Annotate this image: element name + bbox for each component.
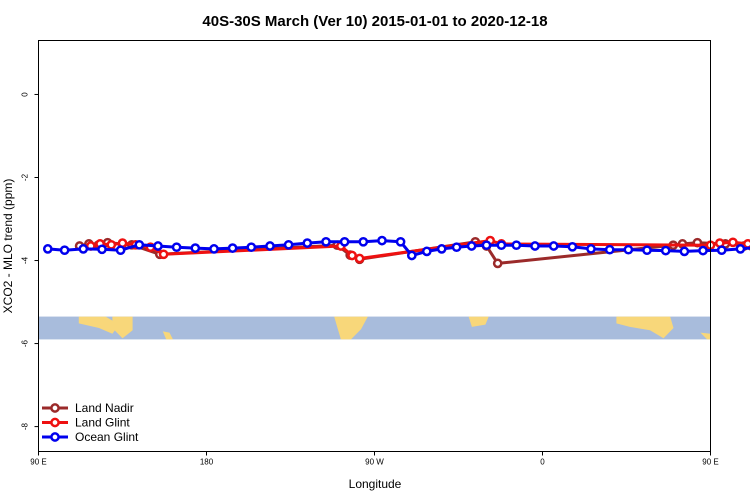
ocean-glint-point <box>436 244 447 254</box>
ocean-glint-point <box>451 242 462 253</box>
ocean-glint-point <box>171 242 182 253</box>
ocean-glint-point <box>265 241 275 251</box>
ocean-glint-point <box>190 243 201 253</box>
x-tick-label: 90 W <box>365 458 384 467</box>
legend-label: Land Nadir <box>75 401 134 415</box>
series-ocean-glint <box>42 235 750 261</box>
ocean-glint-point <box>339 236 350 247</box>
land-glint-point <box>742 239 750 249</box>
land-glint-point <box>354 253 365 264</box>
legend-item-land-nadir: Land Nadir <box>42 401 134 415</box>
map-land <box>700 332 711 340</box>
y-axis-label: XCO2 - MLO trend (ppm) <box>1 179 15 314</box>
ocean-glint-point <box>496 240 507 251</box>
land-nadir-point <box>492 258 503 269</box>
y-tick-label: -2 <box>21 173 30 181</box>
ocean-glint-point <box>623 244 634 255</box>
ocean-glint-point <box>567 241 578 252</box>
x-tick-label: 180 <box>200 458 214 467</box>
ocean-glint-point <box>642 245 652 256</box>
legend-item-land-glint: Land Glint <box>42 416 130 430</box>
map-land <box>162 331 173 340</box>
ocean-glint-point <box>42 244 53 254</box>
ocean-glint-point <box>481 240 492 251</box>
ocean-glint-point <box>358 236 369 247</box>
ocean-glint-point <box>209 244 219 254</box>
legend-swatch-marker <box>50 417 60 428</box>
ocean-glint-point <box>395 236 406 247</box>
plot-frame <box>38 40 711 452</box>
ocean-glint-point <box>246 242 257 253</box>
ocean-glint-point <box>153 241 163 251</box>
ocean-glint-point <box>302 238 313 248</box>
map-land <box>112 316 133 339</box>
ocean-glint-point <box>735 244 746 254</box>
ocean-glint-point <box>586 244 596 254</box>
ocean-glint-point <box>59 245 70 256</box>
y-tick-label: 0 <box>21 92 30 97</box>
ocean-glint-point <box>78 244 89 254</box>
land-glint-point <box>106 239 117 250</box>
legend-label: Land Glint <box>75 416 130 430</box>
ocean-glint-point <box>679 246 690 257</box>
x-axis-label: Longitude <box>349 477 402 491</box>
ocean-glint-point <box>406 250 417 261</box>
x-axis: 90 E 180 90 W 0 90 E <box>30 451 719 467</box>
land-glint-point <box>158 249 169 260</box>
chart-title: 40S-30S March (Ver 10) 2015-01-01 to 202… <box>202 13 547 30</box>
x-tick-label: 0 <box>540 458 545 467</box>
ocean-glint-point <box>134 239 145 250</box>
ocean-glint-point <box>97 244 107 255</box>
map-land <box>616 316 674 339</box>
y-tick-label: -8 <box>21 422 30 430</box>
ocean-glint-point <box>115 245 126 256</box>
land-glint-point <box>347 250 357 261</box>
ocean-glint-point <box>227 243 238 253</box>
ocean-glint-point <box>511 240 522 251</box>
ocean-glint-point <box>530 241 540 251</box>
legend-swatch-marker <box>50 432 60 442</box>
map-ocean <box>38 316 711 340</box>
ocean-glint-point <box>421 246 432 257</box>
map-land <box>334 316 368 340</box>
map-land <box>468 316 489 327</box>
ocean-glint-point <box>466 241 477 251</box>
ocean-glint-point <box>321 236 331 247</box>
ocean-glint-point <box>604 244 615 255</box>
x-tick-label: 90 E <box>30 458 46 467</box>
land-glint-point <box>728 237 738 248</box>
ocean-glint-point <box>377 235 387 246</box>
series-layer <box>42 235 750 269</box>
ocean-glint-point <box>283 239 294 250</box>
x-tick-label: 90 E <box>702 458 718 467</box>
map-strip <box>38 316 711 340</box>
ocean-glint-point <box>698 245 708 256</box>
legend-label: Ocean Glint <box>75 430 139 444</box>
ocean-glint-point <box>548 241 559 251</box>
y-tick-label: -4 <box>21 256 30 264</box>
y-tick-label: -6 <box>21 339 30 347</box>
ocean-glint-point <box>716 245 727 256</box>
map-land <box>78 316 120 334</box>
legend-swatch-marker <box>50 403 60 413</box>
ocean-glint-point <box>660 245 671 256</box>
y-axis: 0 -2 -4 -6 -8 <box>21 92 39 430</box>
legend-item-ocean-glint: Ocean Glint <box>42 430 139 444</box>
